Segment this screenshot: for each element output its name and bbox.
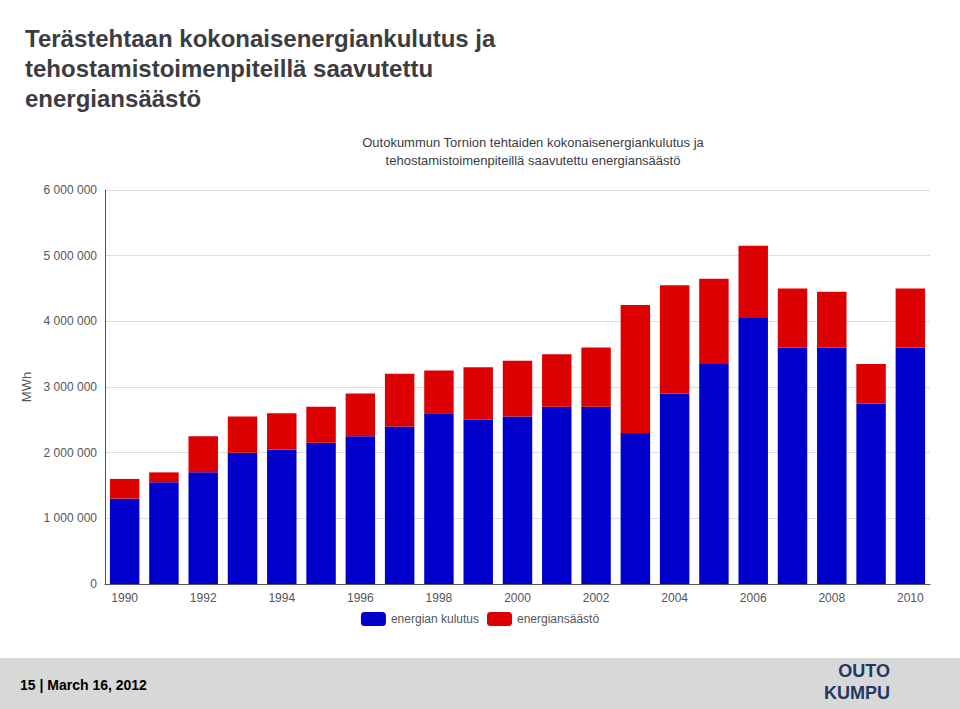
svg-text:2004: 2004 [661, 591, 688, 605]
svg-text:KUMPU: KUMPU [824, 683, 890, 703]
svg-text:5 000 000: 5 000 000 [44, 249, 98, 263]
svg-text:6 000 000: 6 000 000 [44, 183, 98, 197]
svg-text:tehostamistoimenpiteillä saavu: tehostamistoimenpiteillä saavutettu ener… [386, 153, 681, 168]
svg-text:OUTO: OUTO [838, 661, 890, 681]
svg-text:energiansäästö: energiansäästö [517, 612, 599, 626]
svg-text:0: 0 [90, 577, 97, 591]
svg-text:15 | March 16, 2012: 15 | March 16, 2012 [20, 677, 147, 693]
svg-text:energian kulutus: energian kulutus [391, 612, 479, 626]
svg-text:1996: 1996 [347, 591, 374, 605]
svg-text:2010: 2010 [897, 591, 924, 605]
svg-text:2000: 2000 [504, 591, 531, 605]
svg-text:Outokummun Tornion tehtaiden k: Outokummun Tornion tehtaiden kokonaisene… [362, 135, 704, 150]
svg-text:2006: 2006 [740, 591, 767, 605]
svg-text:1994: 1994 [268, 591, 295, 605]
svg-text:energiansäästö: energiansäästö [25, 85, 201, 112]
svg-text:tehostamistoimenpiteillä saavu: tehostamistoimenpiteillä saavutettu [25, 55, 433, 82]
svg-text:MWh: MWh [19, 372, 34, 402]
svg-text:1992: 1992 [190, 591, 217, 605]
svg-text:2 000 000: 2 000 000 [44, 446, 98, 460]
svg-text:Terästehtaan kokonaisenergiank: Terästehtaan kokonaisenergiankulutus ja [25, 25, 496, 52]
svg-text:2008: 2008 [818, 591, 845, 605]
svg-text:3 000 000: 3 000 000 [44, 380, 98, 394]
svg-text:1990: 1990 [111, 591, 138, 605]
svg-text:4 000 000: 4 000 000 [44, 314, 98, 328]
svg-text:1998: 1998 [426, 591, 453, 605]
svg-text:1 000 000: 1 000 000 [44, 511, 98, 525]
svg-text:2002: 2002 [583, 591, 610, 605]
